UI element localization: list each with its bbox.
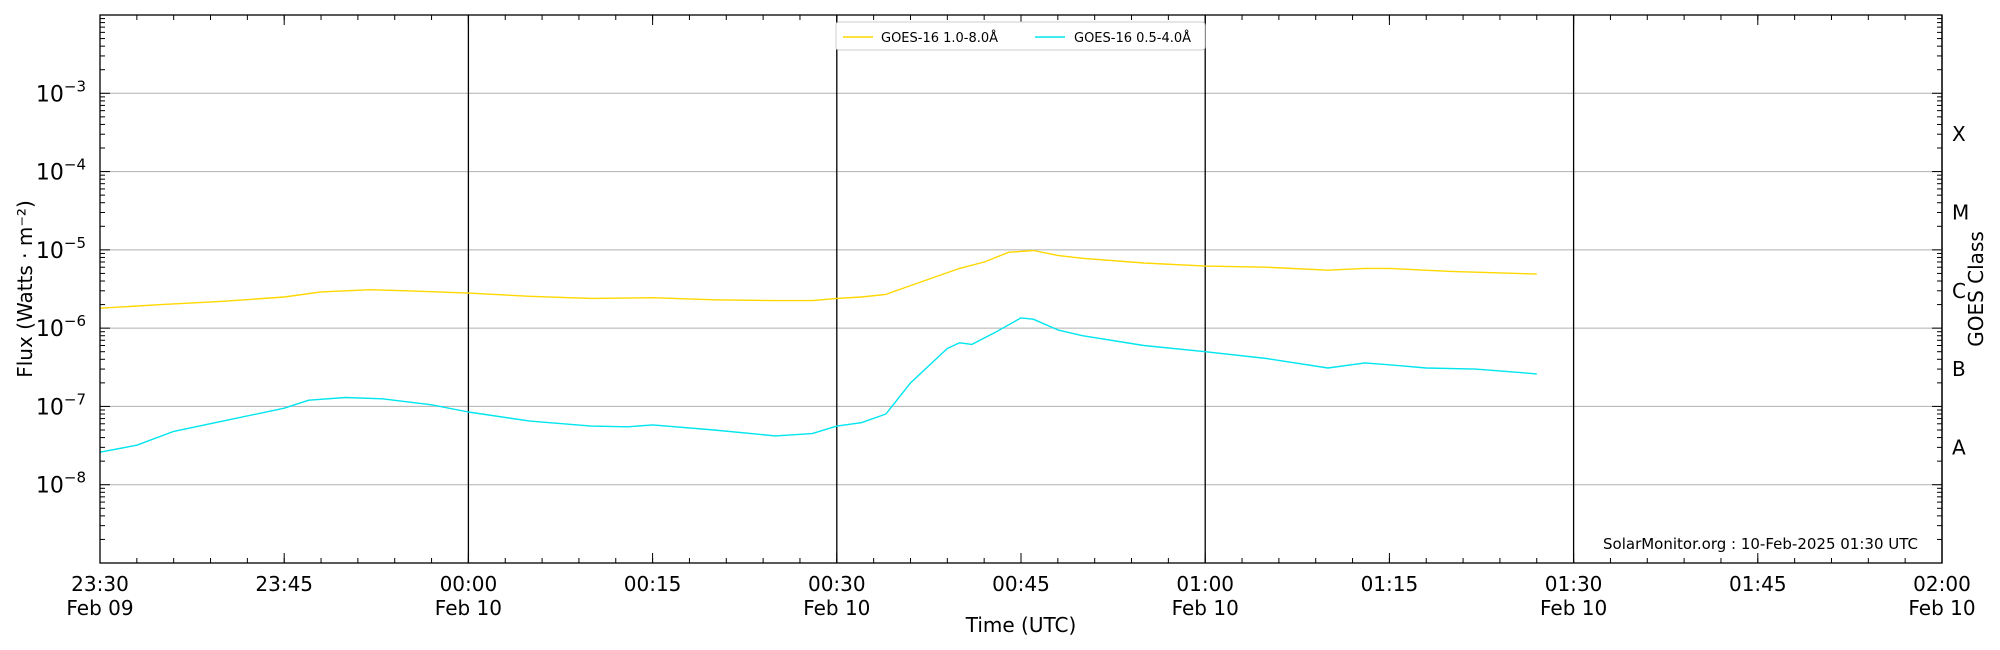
y-tick-label: 10−5 bbox=[36, 234, 86, 264]
x-tick-label: 01:15 bbox=[1361, 572, 1419, 596]
axis-ticks bbox=[99, 14, 1943, 564]
legend-label-1-8A: GOES-16 1.0-8.0Å bbox=[881, 30, 998, 46]
x-tick-sublabel: Feb 10 bbox=[1540, 596, 1607, 620]
goes-class-label: X bbox=[1952, 122, 1966, 146]
x-tick-sublabel: Feb 10 bbox=[435, 596, 502, 620]
x-tick-label: 02:00 bbox=[1913, 572, 1971, 596]
series-line-0 bbox=[99, 249, 1537, 309]
series-lines bbox=[99, 249, 1537, 453]
goes-class-label: M bbox=[1952, 201, 1969, 225]
x-tick-label: 01:30 bbox=[1545, 572, 1603, 596]
x-tick-label: 01:45 bbox=[1729, 572, 1787, 596]
x-tick-label: 23:30 bbox=[71, 572, 129, 596]
y-axis-label: Flux (Watts · m⁻²) bbox=[13, 200, 37, 378]
x-tick-label: 01:00 bbox=[1176, 572, 1234, 596]
legend-box bbox=[835, 21, 1206, 51]
x-tick-sublabel: Feb 10 bbox=[1908, 596, 1975, 620]
y-tick-label: 10−7 bbox=[36, 390, 86, 420]
legend-label-0.5-4A: GOES-16 0.5-4.0Å bbox=[1074, 30, 1191, 46]
goes-class-label: B bbox=[1952, 357, 1966, 381]
legend: GOES-16 1.0-8.0Å GOES-16 0.5-4.0Å bbox=[835, 21, 1206, 51]
y-tick-label: 10−4 bbox=[36, 156, 86, 186]
y-tick-label: 10−3 bbox=[36, 77, 86, 107]
x-tick-label: 00:15 bbox=[624, 572, 682, 596]
x-tick-sublabel: Feb 09 bbox=[66, 596, 133, 620]
x-tick-label: 00:00 bbox=[440, 572, 498, 596]
x-tick-sublabel: Feb 10 bbox=[803, 596, 870, 620]
x-axis-label: Time (UTC) bbox=[965, 613, 1077, 637]
y-tick-label: 10−6 bbox=[36, 312, 86, 342]
x-tick-label: 00:45 bbox=[992, 572, 1050, 596]
goes-class-axis-label: GOES Class bbox=[1964, 231, 1988, 347]
goes-class-label: A bbox=[1952, 435, 1966, 459]
x-tick-sublabel: Feb 10 bbox=[1172, 596, 1239, 620]
x-tick-label: 00:30 bbox=[808, 572, 866, 596]
day-separator-lines bbox=[467, 15, 1943, 563]
grid-lines bbox=[100, 92, 1942, 486]
y-tick-label: 10−8 bbox=[36, 469, 86, 499]
plot-frame bbox=[99, 14, 1943, 564]
series-line-1 bbox=[99, 317, 1537, 453]
goes-class-label: C bbox=[1952, 279, 1966, 303]
x-tick-label: 23:45 bbox=[255, 572, 313, 596]
source-annotation: SolarMonitor.org : 10-Feb-2025 01:30 UTC bbox=[1603, 535, 1918, 553]
